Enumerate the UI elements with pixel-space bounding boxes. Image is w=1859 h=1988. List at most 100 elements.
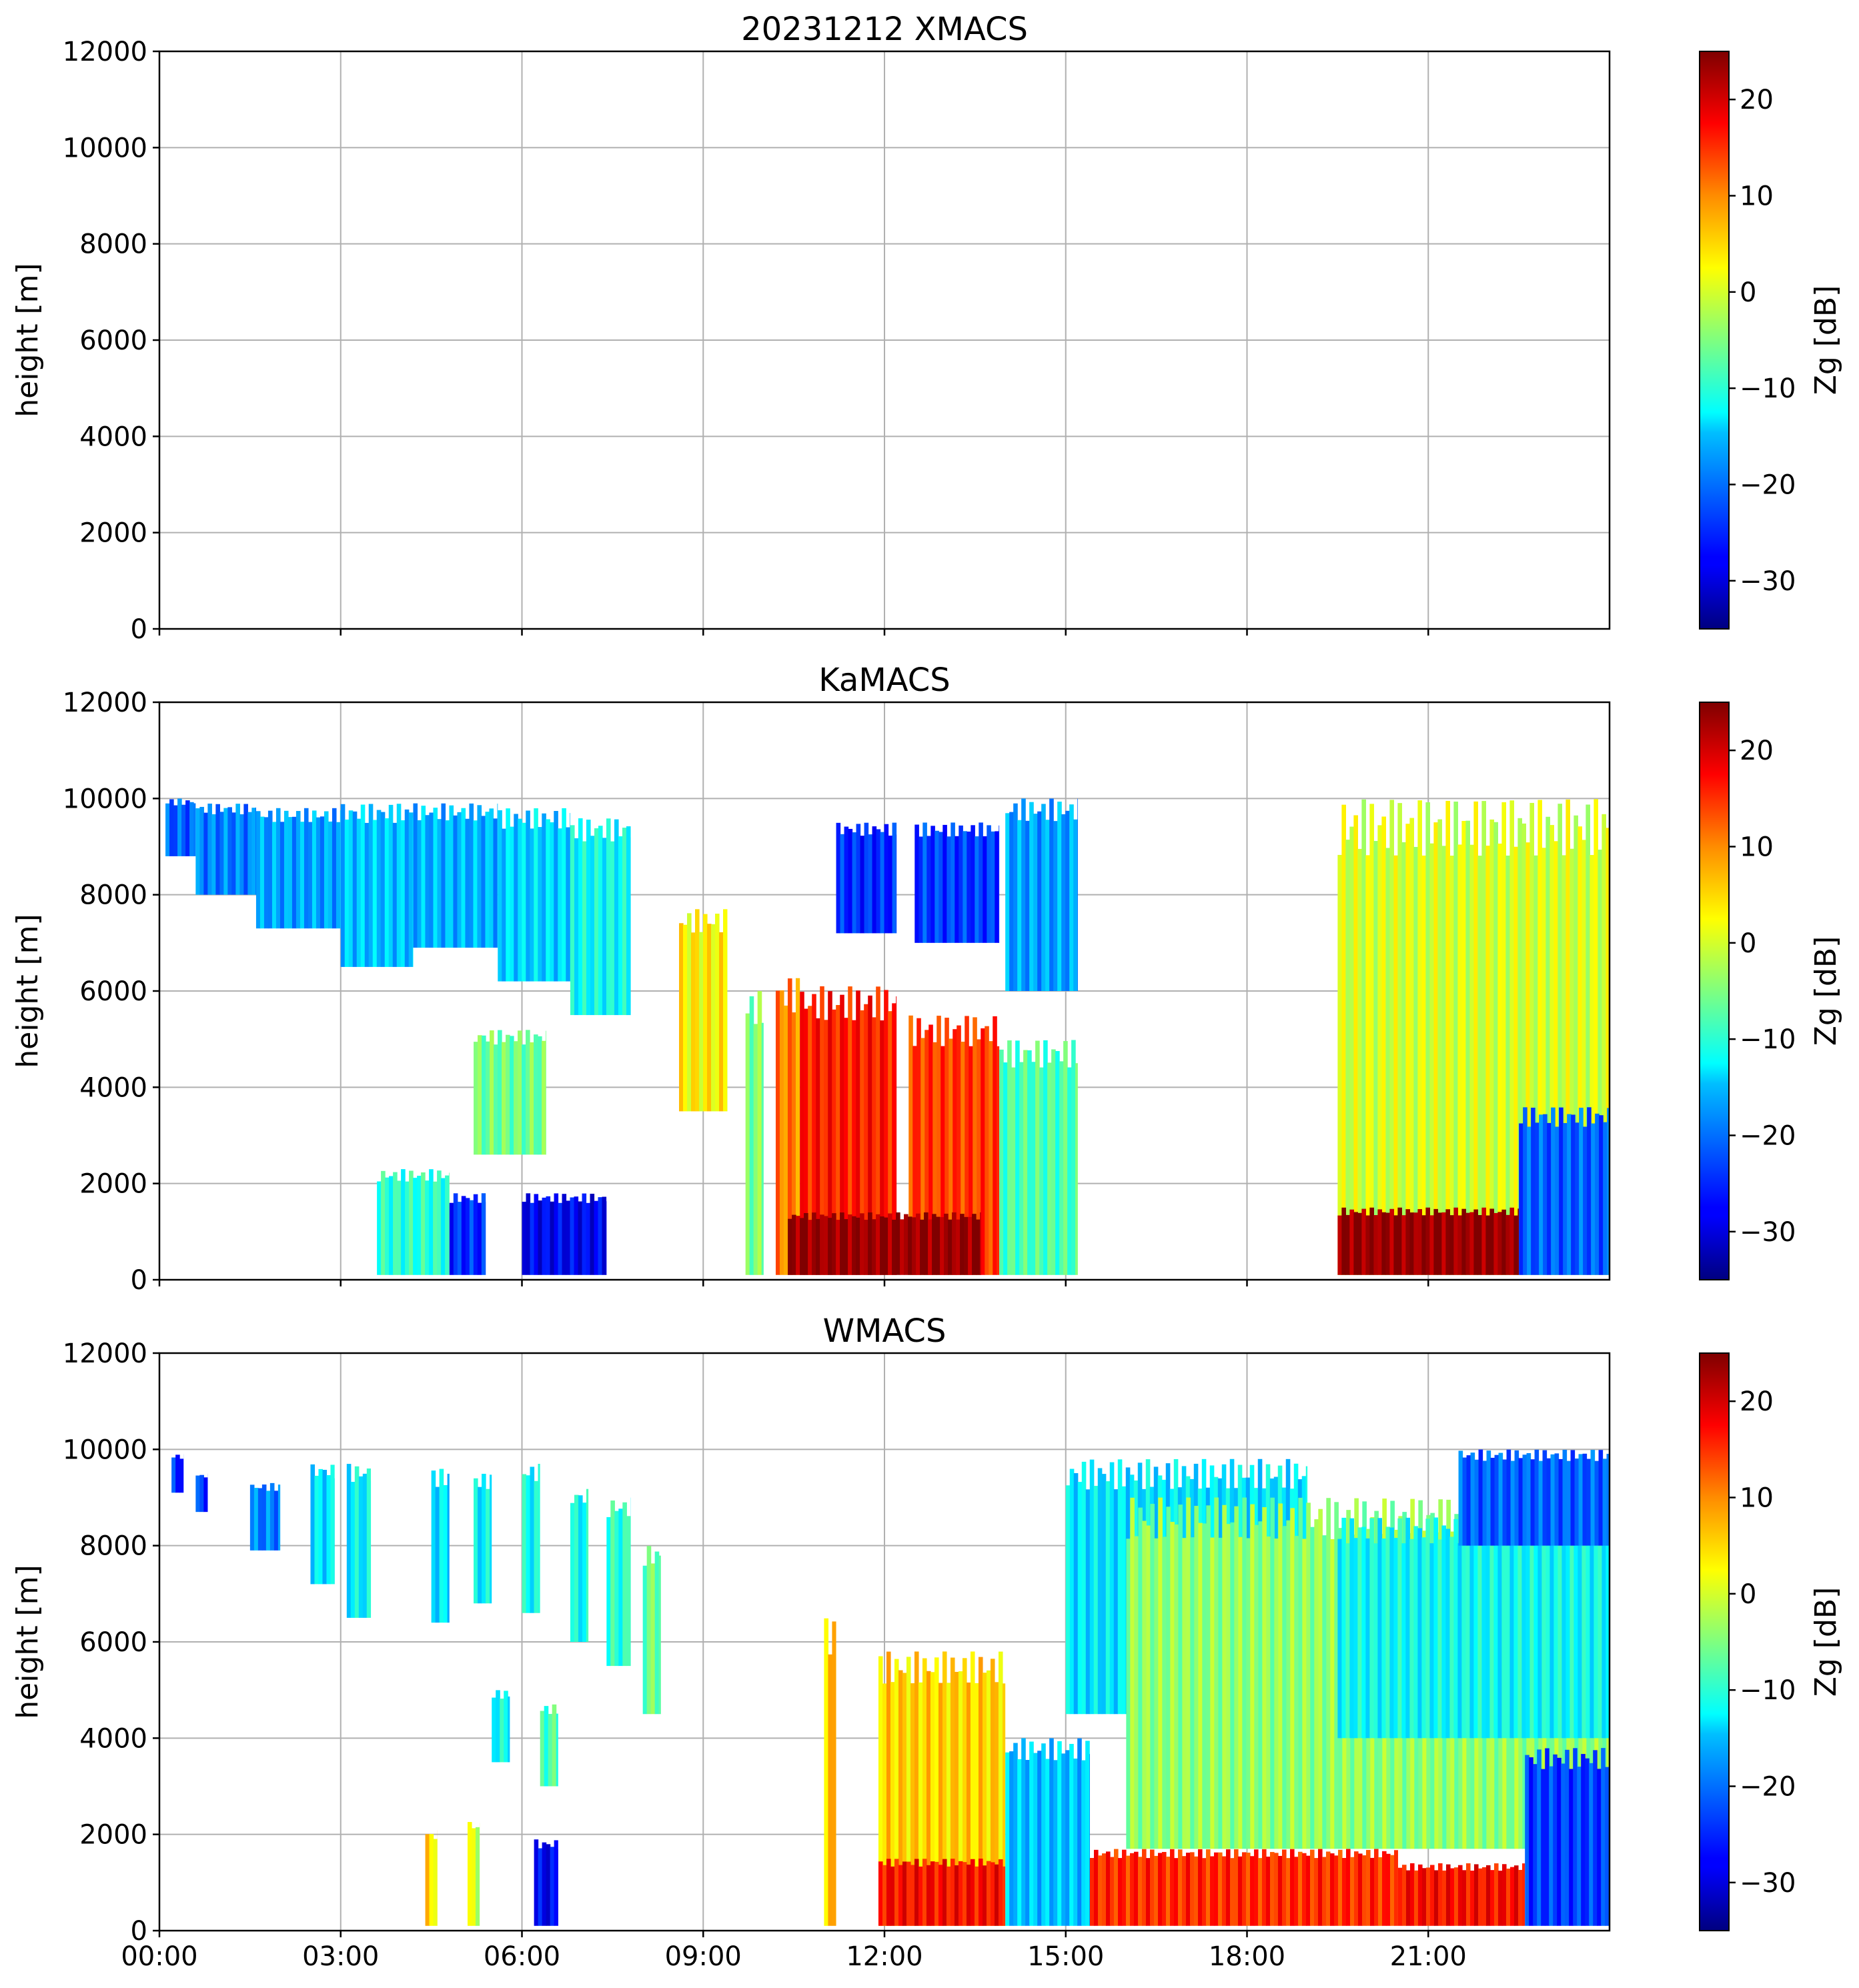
echo-streak	[824, 1020, 828, 1275]
echo-streak	[1041, 1743, 1046, 1926]
echo-streak	[808, 1006, 812, 1275]
echo-streak	[816, 1018, 820, 1275]
echo-streak	[906, 1861, 911, 1926]
y-axis-label: height [m]	[11, 914, 45, 1068]
echo-streak	[1578, 1541, 1582, 1739]
colorbar: −30 −20 −10 0 10 20 Zg [dB]	[1699, 702, 1843, 1280]
echo-streak	[1162, 1537, 1167, 1849]
echo-streak	[1218, 1537, 1223, 1849]
echo-streak	[749, 996, 754, 1275]
echo-streak	[986, 1670, 991, 1926]
echo-streak	[348, 810, 354, 967]
echo-region	[775, 978, 800, 1275]
echo-streak	[1089, 1857, 1095, 1926]
echo-streak	[490, 1474, 492, 1604]
echo-streak	[1493, 1212, 1498, 1275]
echo-streak	[1202, 1523, 1207, 1849]
echo-region	[1005, 1738, 1090, 1926]
echo-streak	[1035, 1040, 1040, 1275]
echo-streak	[904, 1214, 908, 1275]
echo-streak	[1017, 1759, 1022, 1926]
echo-region	[255, 808, 341, 929]
echo-streak	[1529, 1757, 1533, 1926]
echo-streak	[493, 818, 498, 948]
x-tick-marks	[158, 1280, 1429, 1286]
echo-streak	[1033, 814, 1038, 991]
colorbar-tick-label: −10	[1740, 1024, 1796, 1055]
echo-streak	[223, 808, 228, 895]
echo-streak	[1541, 1769, 1545, 1926]
echo-streak	[1381, 1538, 1386, 1739]
echo-streak	[1509, 800, 1514, 1275]
echo-streak	[832, 1213, 836, 1275]
echo-streak	[1517, 1208, 1519, 1275]
echo-streak	[994, 1864, 999, 1926]
echo-streak	[1013, 1743, 1018, 1926]
echo-streak	[1025, 820, 1030, 991]
echo-streak	[1365, 855, 1370, 1275]
echo-streak	[381, 1170, 386, 1275]
echo-streak	[928, 1024, 933, 1275]
echo-streak	[908, 1216, 912, 1275]
echo-streak	[1501, 1209, 1506, 1275]
echo-streak	[570, 1503, 575, 1642]
echo-streak	[1126, 1539, 1131, 1849]
echo-streak	[1385, 1853, 1391, 1926]
echo-streak	[261, 1484, 267, 1551]
echo-streak	[1073, 819, 1078, 991]
echo-streak	[1007, 1040, 1012, 1275]
echo-streak	[1041, 804, 1046, 991]
y-axis-label: height [m]	[11, 1565, 45, 1719]
echo-streak	[1581, 1754, 1586, 1926]
echo-streak	[1169, 1849, 1175, 1926]
echo-streak	[1310, 1527, 1315, 1849]
echo-streak	[1069, 804, 1074, 991]
echo-streak	[1521, 1541, 1526, 1739]
echo-streak	[1333, 1855, 1339, 1926]
echo-streak	[1461, 820, 1466, 1275]
echo-streak	[1397, 1867, 1403, 1926]
echo-streak	[1302, 1539, 1307, 1849]
echo-streak	[1565, 1749, 1570, 1926]
echo-streak	[1579, 1108, 1584, 1275]
echo-streak	[993, 1016, 997, 1275]
echo-streak	[291, 816, 297, 929]
echo-streak	[1077, 1482, 1083, 1715]
echo-streak	[1089, 1754, 1090, 1926]
echo-streak	[1190, 1537, 1195, 1849]
echo-streak	[429, 1834, 434, 1926]
echo-streak	[481, 816, 486, 948]
echo-streak	[961, 1042, 965, 1275]
echo-streak	[715, 914, 720, 1112]
echo-streak	[1594, 1521, 1598, 1739]
echo-streak	[1055, 1051, 1060, 1275]
echo-streak	[950, 1859, 955, 1926]
echo-streak	[1170, 1522, 1175, 1849]
echo-streak	[960, 1214, 965, 1275]
echo-streak	[1547, 1122, 1552, 1275]
echo-streak	[1533, 1535, 1538, 1739]
echo-streak	[485, 812, 490, 948]
y-tick-label: 12000	[63, 37, 147, 67]
echo-streak	[376, 810, 382, 967]
echo-streak	[500, 1699, 504, 1763]
echo-streak	[1417, 1864, 1423, 1926]
echo-streak	[1538, 1460, 1543, 1546]
echo-streak	[177, 798, 182, 856]
echo-streak	[914, 1651, 919, 1926]
echo-streak	[526, 1030, 530, 1155]
echo-streak	[299, 822, 305, 929]
echo-streak	[1437, 1539, 1442, 1739]
colorbar-tick-label: 0	[1740, 277, 1756, 308]
echo-streak	[1069, 1468, 1075, 1715]
echo-streak	[1529, 1531, 1534, 1739]
y-tick-label: 8000	[79, 880, 147, 911]
echo-streak	[934, 1657, 939, 1926]
echo-streak	[1306, 1503, 1311, 1849]
echo-streak	[1590, 1533, 1594, 1739]
echo-region	[836, 822, 897, 934]
echo-streak	[522, 1044, 526, 1155]
echo-streak	[1053, 1760, 1058, 1926]
echo-streak	[554, 1193, 559, 1275]
